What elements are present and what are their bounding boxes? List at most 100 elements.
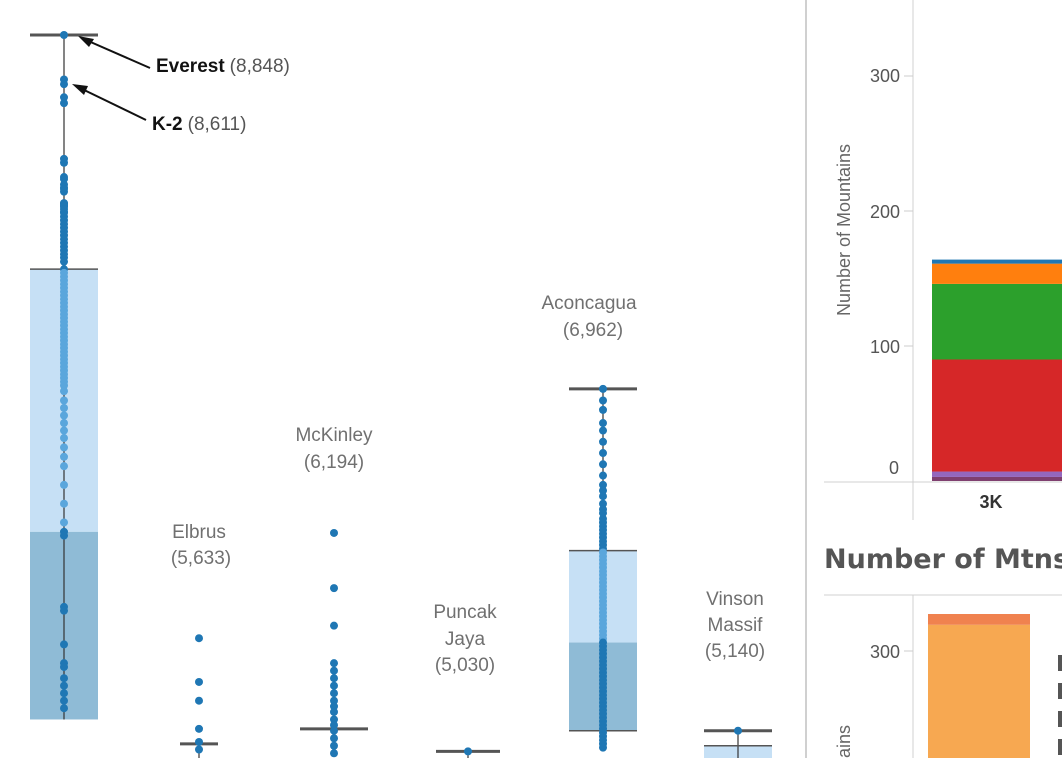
mckinley-point	[330, 696, 338, 705]
mckinley-point	[330, 734, 338, 743]
mckinley-point	[330, 715, 338, 724]
everest-point	[60, 419, 68, 428]
k2-arrowhead	[72, 84, 88, 95]
vinson-label-name1: Vinson	[706, 589, 764, 610]
aconcagua-point	[599, 437, 607, 446]
aconcagua-point	[599, 743, 607, 752]
aconcagua-point	[599, 471, 607, 480]
elbrus-label-name: Elbrus	[172, 522, 226, 543]
everest-point	[60, 704, 68, 713]
mckinley-point	[330, 726, 338, 735]
y-tick-300: 300	[870, 66, 900, 86]
svg-text:Everest(8,848): Everest (8,848)	[156, 56, 290, 77]
aconcagua-point	[599, 426, 607, 435]
y-axis-title: Number of Mountains	[834, 144, 854, 316]
everest-point	[60, 443, 68, 452]
everest-point	[60, 381, 68, 390]
aconcagua-point	[599, 499, 607, 508]
mckinley-point	[330, 528, 338, 537]
cropped-glyph	[1058, 683, 1062, 699]
box-plot-panel	[30, 31, 772, 758]
aconcagua-point	[599, 480, 607, 489]
elbrus-point	[195, 696, 203, 705]
elbrus-point	[195, 634, 203, 643]
y-tick-0: 0	[889, 458, 899, 478]
everest-point	[60, 681, 68, 690]
mckinley-label-value: (6,194)	[304, 452, 364, 473]
everest-point	[60, 99, 68, 108]
aconcagua-point	[599, 396, 607, 405]
everest-point	[60, 404, 68, 413]
everest-arrowhead	[78, 36, 94, 47]
aconcagua-point	[599, 449, 607, 458]
everest-point	[60, 531, 68, 540]
everest-point	[60, 411, 68, 420]
everest-point	[60, 674, 68, 683]
elbrus-point	[195, 745, 203, 754]
section-title: Number of Mtns	[824, 544, 1062, 575]
bottom-y-tick-300: 300	[870, 642, 900, 662]
everest-point	[60, 462, 68, 471]
bottom-bar-segment	[928, 614, 1030, 625]
x-category-3k: 3K	[979, 492, 1002, 512]
mckinley-point	[330, 707, 338, 716]
mckinley-point	[330, 749, 338, 758]
puncak-point	[464, 747, 472, 756]
everest-point	[60, 640, 68, 649]
vinson-label-value: (5,140)	[705, 641, 765, 662]
cropped-legend-glyphs	[1058, 655, 1062, 755]
mckinley-label-name: McKinley	[295, 425, 373, 446]
cropped-glyph	[1058, 655, 1062, 671]
aconcagua-label-value: (6,962)	[563, 320, 623, 341]
vinson-label-name2: Massif	[708, 615, 764, 636]
mckinley-point	[330, 721, 338, 730]
bar-segment	[932, 259, 1062, 264]
elbrus-point	[195, 677, 203, 686]
k2-annotation: K-2 (8,611)	[72, 84, 246, 135]
everest-point	[60, 257, 68, 266]
elbrus-point	[195, 737, 203, 746]
mckinley-point	[330, 621, 338, 630]
everest-point	[60, 387, 68, 396]
everest-point	[60, 499, 68, 508]
top-right-bar-chart: 300 200 100 0 Number of Mountains 3K	[824, 0, 1062, 520]
everest-point	[60, 31, 68, 39]
mckinley-point	[330, 741, 338, 750]
elbrus-point	[195, 724, 203, 733]
everest-point	[60, 434, 68, 443]
everest-point	[60, 426, 68, 435]
aconcagua-point	[599, 384, 607, 393]
stacked-bar-3k	[932, 259, 1062, 481]
aconcagua-point	[599, 405, 607, 414]
puncak-label-value: (5,030)	[435, 655, 495, 676]
elbrus-label-value: (5,633)	[171, 548, 231, 569]
mckinley-point	[330, 659, 338, 668]
vinson-point	[734, 726, 742, 735]
bar-segment	[932, 359, 1062, 472]
bottom-y-axis-title: ains	[834, 725, 854, 758]
bar-segment	[932, 476, 1062, 481]
everest-point	[60, 606, 68, 615]
mckinley-point	[330, 666, 338, 675]
bar-segment	[932, 471, 1062, 477]
everest-name: Everest	[156, 56, 225, 77]
everest-point	[60, 158, 68, 167]
bar-segment	[932, 263, 1062, 284]
everest-point	[60, 689, 68, 698]
aconcagua-label-name: Aconcagua	[541, 293, 637, 314]
everest-point	[60, 80, 68, 89]
puncak-label-name1: Puncak	[433, 602, 497, 623]
everest-point	[60, 662, 68, 671]
k2-arrow	[79, 87, 147, 121]
everest-arrow	[85, 39, 151, 69]
everest-point	[60, 93, 68, 102]
cropped-glyph	[1058, 739, 1062, 755]
everest-point	[60, 518, 68, 527]
aconcagua-point	[599, 460, 607, 469]
everest-point	[60, 480, 68, 489]
mckinley-point	[330, 702, 338, 711]
aconcagua-point	[599, 492, 607, 501]
aconcagua-point	[599, 419, 607, 428]
svg-text:K-2(8,611): K-2 (8,611)	[152, 114, 246, 135]
bar-segment	[932, 283, 1062, 360]
